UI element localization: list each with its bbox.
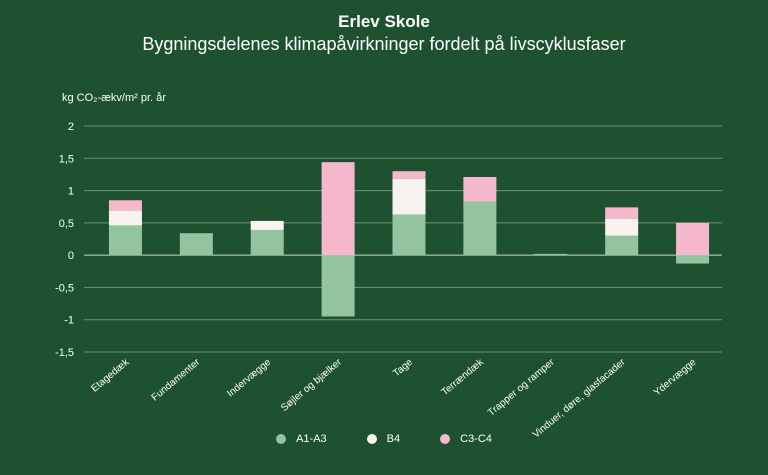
legend-label: B4	[386, 433, 401, 445]
bar-segment	[179, 233, 213, 256]
bar-segment	[676, 255, 710, 264]
y-tick-label: -0,5	[55, 282, 74, 294]
x-tick-label: Trapper og ramper	[486, 356, 557, 418]
legend-label: A1-A3	[296, 433, 327, 445]
bar-segment	[321, 255, 355, 317]
y-tick-label: 2	[68, 121, 74, 133]
legend-label: C3-C4	[460, 433, 492, 445]
x-tick-label: Ydervægge	[652, 357, 699, 399]
bar-segment	[108, 200, 142, 211]
legend-item: A1-A3	[276, 433, 327, 445]
bar-segment	[392, 178, 426, 215]
y-tick-label: 1	[68, 186, 74, 198]
bar-segment	[605, 235, 639, 256]
x-tick-label: Indervægge	[225, 357, 273, 400]
x-tick-label: Tage	[391, 357, 415, 380]
x-tick-label: Terrændæk	[440, 356, 487, 398]
legend-item: B4	[366, 433, 401, 445]
bar-segment	[463, 177, 497, 202]
bar-segment	[676, 222, 710, 256]
bar-segment	[605, 218, 639, 236]
x-tick-label: Fundamenter	[150, 356, 203, 403]
bar-segment	[321, 162, 355, 256]
bar-segment	[534, 253, 568, 256]
y-tick-label: 1,5	[59, 153, 74, 165]
chart-title: Erlev Skole	[338, 12, 430, 31]
chart-legend: A1-A3 B4 C3-C4	[0, 433, 768, 445]
bar-segment	[605, 207, 639, 219]
y-axis-label: kg CO₂-ækv/m² pr. år	[62, 92, 166, 104]
legend-swatch	[440, 434, 451, 444]
bar-segment	[108, 225, 142, 256]
chart-subtitle: Bygningsdelenes klimapåvirkninger fordel…	[142, 34, 626, 54]
bar-segment	[463, 201, 497, 256]
bar-segment	[392, 171, 426, 179]
y-tick-label: 0	[68, 250, 74, 262]
legend-swatch	[276, 434, 287, 444]
x-tick-label: Søjler og bjælker	[279, 356, 344, 413]
legend-swatch	[366, 434, 377, 444]
bar-segment	[250, 220, 284, 230]
y-tick-label: -1,5	[55, 347, 74, 359]
y-tick-label: -1	[64, 315, 74, 327]
y-tick-label: 0,5	[59, 218, 74, 230]
bar-segment	[250, 229, 284, 256]
legend-item: C3-C4	[440, 433, 492, 445]
bar-segment	[108, 210, 142, 226]
bar-segment	[392, 214, 426, 256]
x-tick-label: Etagedæk	[89, 356, 132, 394]
